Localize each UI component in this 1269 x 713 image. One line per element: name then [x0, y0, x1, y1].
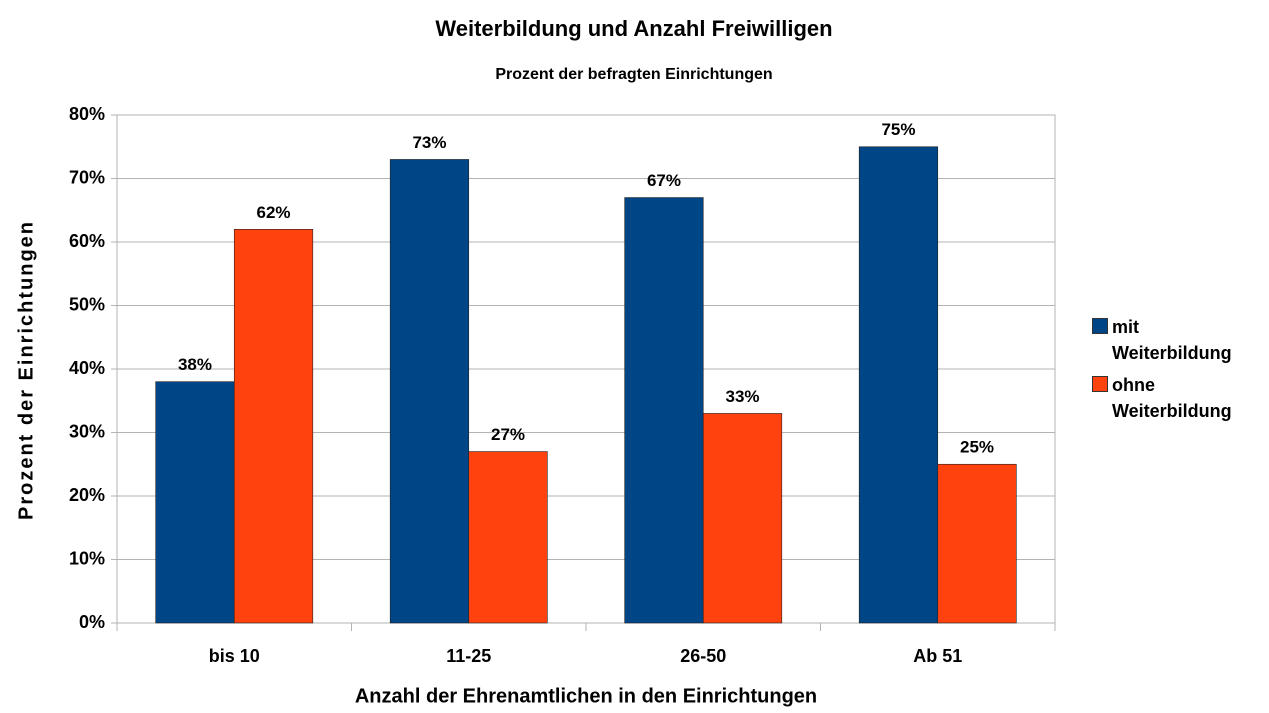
x-axis-label: Anzahl der Ehrenamtlichen in den Einrich… — [355, 685, 817, 707]
value-label: 75% — [881, 120, 915, 139]
value-label: 33% — [726, 387, 760, 406]
x-tick-label: 26-50 — [680, 646, 726, 666]
chart-title: Weiterbildung und Anzahl Freiwilligen — [435, 16, 832, 41]
x-tick-label: Ab 51 — [913, 646, 962, 666]
bar — [155, 381, 235, 624]
y-tick-label: 60% — [69, 231, 105, 251]
bar — [468, 451, 548, 624]
y-axis-label: Prozent der Einrichtungen — [15, 220, 37, 520]
y-tick-label: 10% — [69, 548, 105, 568]
y-tick-label: 40% — [69, 358, 105, 378]
bar — [624, 197, 704, 624]
legend-swatch — [1092, 376, 1108, 392]
x-tick-label: 11-25 — [446, 646, 491, 666]
legend-label: ohne Weiterbildung — [1112, 375, 1232, 421]
value-label: 67% — [647, 171, 681, 190]
x-tick-label: bis 10 — [209, 646, 260, 666]
value-label: 62% — [257, 203, 291, 222]
legend-label: mit Weiterbildung — [1112, 317, 1232, 363]
bar — [389, 159, 470, 624]
y-tick-label: 30% — [69, 421, 105, 441]
bar — [702, 413, 783, 624]
y-tick-label: 50% — [69, 294, 105, 314]
value-label: 27% — [491, 425, 525, 444]
value-label: 38% — [178, 355, 212, 374]
value-label: 73% — [412, 133, 446, 152]
bar — [858, 146, 939, 624]
y-tick-label: 70% — [69, 167, 105, 187]
y-tick-label: 20% — [69, 485, 105, 505]
bar — [233, 229, 314, 624]
chart-subtitle: Prozent der befragten Einrichtungen — [495, 66, 772, 83]
y-tick-label: 0% — [79, 612, 105, 632]
legend-swatch — [1092, 318, 1108, 334]
y-tick-label: 80% — [69, 104, 105, 124]
value-label: 25% — [960, 438, 994, 457]
bar — [937, 463, 1017, 624]
